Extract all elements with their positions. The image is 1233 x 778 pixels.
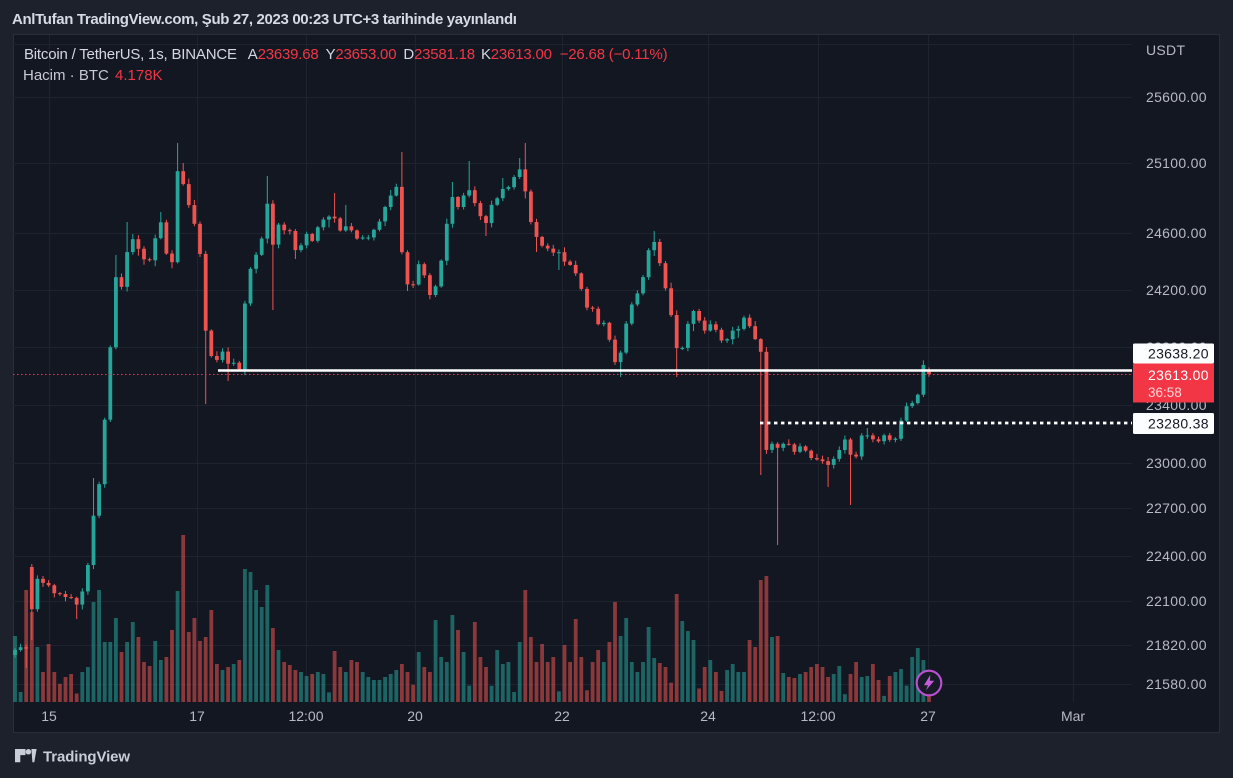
svg-text:27: 27 — [920, 708, 936, 724]
svg-text:25600.00: 25600.00 — [1146, 89, 1207, 105]
svg-text:23280.38: 23280.38 — [1148, 416, 1209, 432]
svg-text:22100.00: 22100.00 — [1146, 593, 1207, 609]
svg-text:15: 15 — [41, 708, 57, 724]
svg-text:23000.00: 23000.00 — [1146, 455, 1207, 471]
svg-text:22400.00: 22400.00 — [1146, 548, 1207, 564]
svg-text:TradingView: TradingView — [43, 749, 130, 766]
svg-text:24600.00: 24600.00 — [1146, 225, 1207, 241]
svg-text:25100.00: 25100.00 — [1146, 155, 1207, 171]
svg-text:24: 24 — [700, 708, 716, 724]
svg-text:21820.00: 21820.00 — [1146, 637, 1207, 653]
svg-text:Mar: Mar — [1061, 708, 1085, 724]
svg-text:12:00: 12:00 — [800, 708, 835, 724]
svg-text:24200.00: 24200.00 — [1146, 282, 1207, 298]
svg-text:23613.00: 23613.00 — [1148, 367, 1209, 383]
svg-text:23638.20: 23638.20 — [1148, 346, 1209, 362]
svg-text:20: 20 — [407, 708, 423, 724]
svg-text:USDT: USDT — [1146, 42, 1185, 58]
svg-text:21580.00: 21580.00 — [1146, 676, 1207, 692]
svg-text:36:58: 36:58 — [1148, 385, 1182, 400]
svg-text:17: 17 — [189, 708, 205, 724]
svg-text:22700.00: 22700.00 — [1146, 500, 1207, 516]
svg-text:12:00: 12:00 — [288, 708, 323, 724]
svg-text:22: 22 — [554, 708, 570, 724]
